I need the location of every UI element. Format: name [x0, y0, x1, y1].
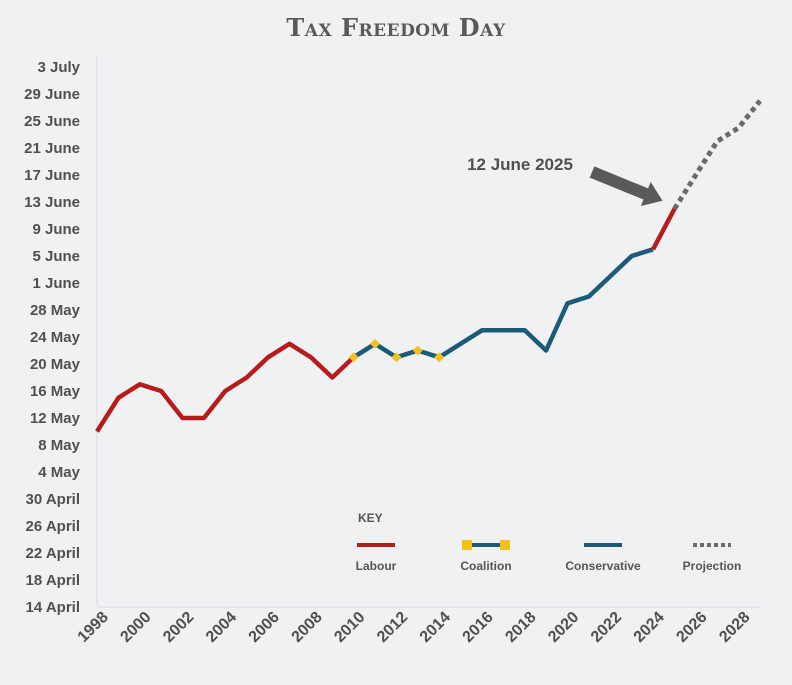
legend-label-conservative: Conservative — [565, 559, 641, 573]
y-tick-label: 5 June — [32, 248, 80, 265]
coalition-marker — [412, 345, 423, 356]
y-tick-label: 9 June — [32, 221, 80, 238]
series-line-projection-4 — [672, 99, 762, 211]
y-tick-labels: 14 April 18 April 22 April 26 April 30 April… — [24, 59, 81, 616]
y-tick-label: 25 June — [24, 113, 80, 130]
x-tick-label: 1998 — [75, 609, 112, 646]
x-tick-label: 2022 — [588, 609, 625, 646]
annotation: 12 June 2025 — [467, 155, 663, 206]
series-line-labour-0 — [95, 341, 356, 433]
series-line-conservative-2 — [437, 247, 654, 360]
y-tick-label: 18 April — [26, 572, 80, 589]
y-tick-label: 28 May — [30, 302, 81, 319]
y-tick-label: 29 June — [24, 86, 80, 103]
x-tick-label: 2002 — [160, 609, 197, 646]
x-tick-label: 2006 — [246, 609, 283, 646]
y-tick-label: 22 April — [26, 545, 80, 562]
chart-title: Tax Freedom Day — [286, 13, 506, 42]
x-tick-label: 2028 — [716, 609, 753, 646]
y-tick-label: 8 May — [38, 437, 80, 454]
x-tick-label: 2000 — [117, 609, 154, 646]
x-tick-label: 2010 — [331, 609, 368, 646]
coalition-marker — [348, 352, 359, 363]
x-tick-label: 2024 — [631, 609, 668, 646]
annotation-arrow — [589, 166, 663, 206]
y-tick-label: 17 June — [24, 167, 80, 184]
legend-label-coalition: Coalition — [460, 559, 511, 573]
y-tick-label: 14 April — [26, 599, 80, 616]
legend-title: KEY — [358, 511, 383, 525]
legend: KEY Labour Coalition Conservative Projectio… — [356, 511, 742, 573]
coalition-marker — [370, 338, 380, 349]
x-tick-label: 2008 — [289, 609, 326, 646]
y-tick-label: 21 June — [24, 140, 80, 157]
x-tick-label: 2012 — [374, 609, 411, 646]
y-tick-label: 4 May — [38, 464, 80, 481]
data-markers — [348, 338, 445, 363]
x-tick-label: 2020 — [545, 609, 582, 646]
legend-marker — [462, 540, 472, 550]
y-tick-label: 16 May — [30, 383, 81, 400]
x-tick-labels: 1998 2000 2002 2004 2006 2008 2010 2012 2014 2016… — [75, 609, 754, 646]
y-tick-label: 13 June — [24, 194, 80, 211]
y-tick-label: 26 April — [26, 518, 80, 535]
y-tick-label: 20 May — [30, 356, 81, 373]
legend-marker — [500, 540, 510, 550]
annotation-label: 12 June 2025 — [467, 155, 573, 174]
coalition-marker — [391, 352, 402, 363]
legend-label-projection: Projection — [683, 559, 742, 573]
y-tick-label: 3 July — [37, 59, 80, 76]
x-tick-label: 2004 — [203, 609, 240, 646]
x-tick-label: 2018 — [502, 609, 539, 646]
x-tick-label: 2016 — [460, 609, 497, 646]
legend-label-labour: Labour — [356, 559, 397, 573]
x-tick-label: 2014 — [417, 609, 454, 646]
series-line-labour-3 — [651, 207, 677, 251]
y-tick-label: 1 June — [32, 275, 80, 292]
y-tick-label: 24 May — [30, 329, 81, 346]
coalition-marker — [434, 352, 445, 363]
y-tick-label: 12 May — [30, 410, 81, 427]
x-tick-label: 2026 — [673, 609, 710, 646]
y-tick-label: 30 April — [26, 491, 80, 508]
data-lines — [95, 99, 762, 433]
